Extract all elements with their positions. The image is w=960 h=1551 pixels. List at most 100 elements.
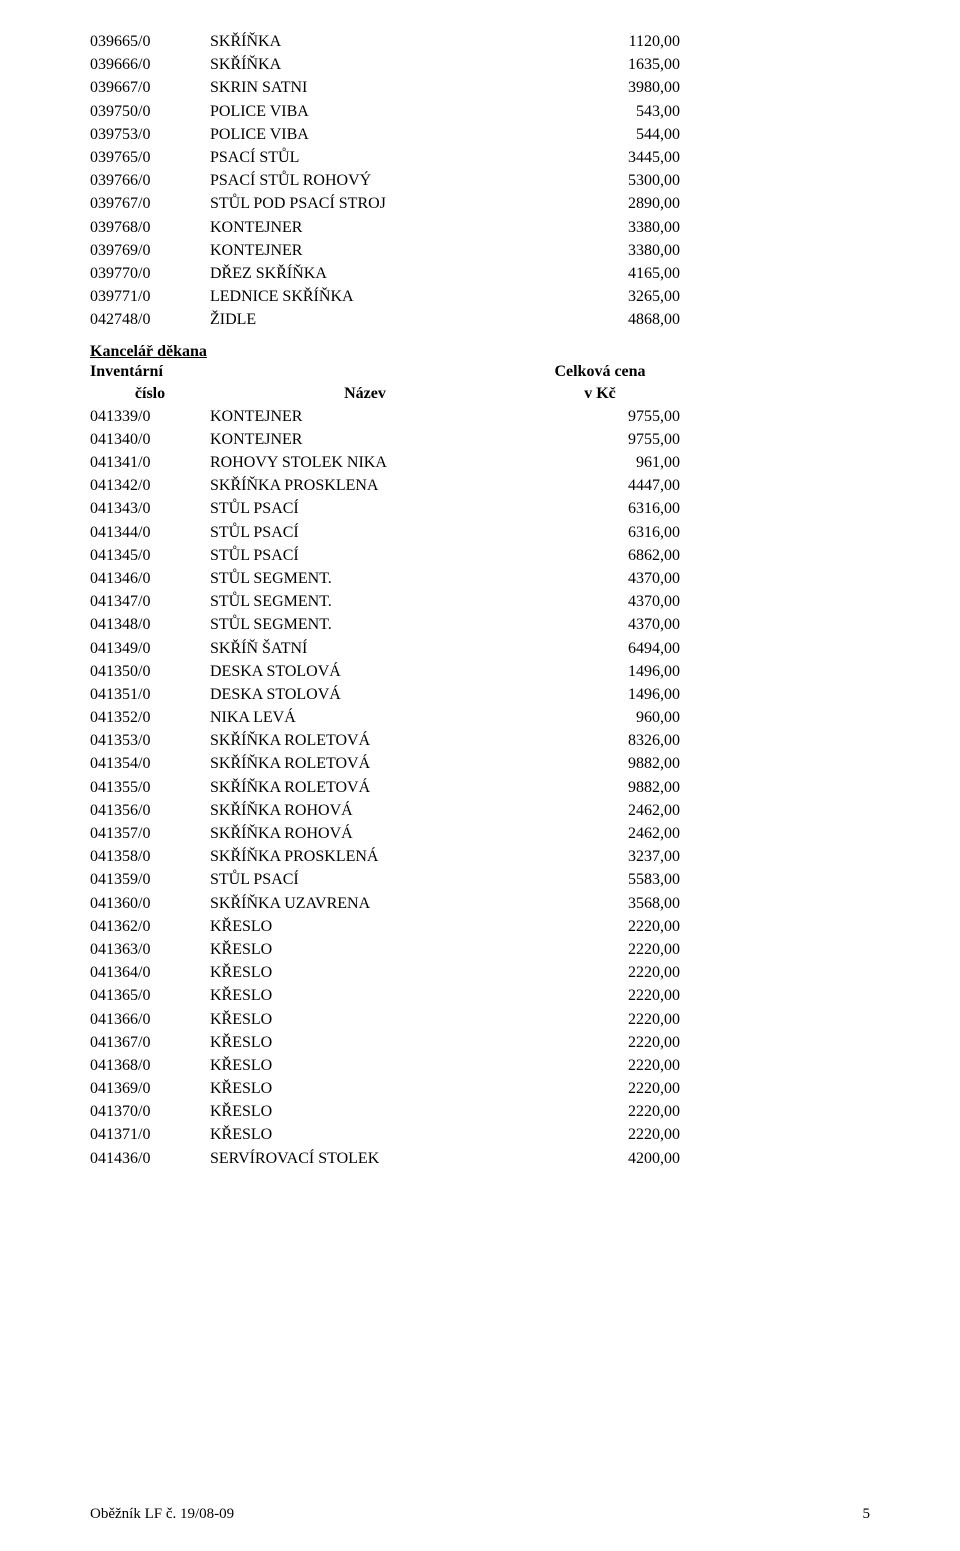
- cell-amount: 544,00: [520, 123, 680, 146]
- cell-inventory-id: 041340/0: [90, 428, 210, 451]
- cell-item-name: ROHOVY STOLEK NIKA: [210, 451, 520, 474]
- cell-item-name: KŘESLO: [210, 1123, 520, 1146]
- cell-amount: 2220,00: [520, 1123, 680, 1146]
- cell-item-name: KŘESLO: [210, 1054, 520, 1077]
- cell-amount: 9882,00: [520, 752, 680, 775]
- cell-item-name: KŘESLO: [210, 1008, 520, 1031]
- cell-item-name: KONTEJNER: [210, 428, 520, 451]
- table-row: 041355/0SKŘÍŇKA ROLETOVÁ9882,00: [90, 776, 870, 799]
- table-row: 039770/0DŘEZ SKŘÍŇKA4165,00: [90, 262, 870, 285]
- cell-inventory-id: 041369/0: [90, 1077, 210, 1100]
- cell-inventory-id: 041367/0: [90, 1031, 210, 1054]
- table-row: 041347/0STŮL SEGMENT.4370,00: [90, 590, 870, 613]
- cell-item-name: STŮL POD PSACÍ STROJ: [210, 192, 520, 215]
- cell-item-name: KŘESLO: [210, 961, 520, 984]
- cell-item-name: ŽIDLE: [210, 308, 520, 331]
- cell-inventory-id: 041355/0: [90, 776, 210, 799]
- cell-inventory-id: 041348/0: [90, 613, 210, 636]
- cell-amount: 2462,00: [520, 822, 680, 845]
- table-row: 041354/0SKŘÍŇKA ROLETOVÁ9882,00: [90, 752, 870, 775]
- cell-inventory-id: 041362/0: [90, 915, 210, 938]
- table-row: 041340/0KONTEJNER9755,00: [90, 428, 870, 451]
- cell-item-name: POLICE VIBA: [210, 123, 520, 146]
- cell-inventory-id: 039665/0: [90, 30, 210, 53]
- cell-amount: 2220,00: [520, 1031, 680, 1054]
- cell-inventory-id: 041339/0: [90, 405, 210, 428]
- header-right-line2: v Kč: [520, 383, 680, 405]
- table-row: 041368/0KŘESLO2220,00: [90, 1054, 870, 1077]
- table-row: 041363/0KŘESLO2220,00: [90, 938, 870, 961]
- header-left-line1: Inventární: [90, 361, 210, 383]
- table-row: 039750/0POLICE VIBA543,00: [90, 100, 870, 123]
- table-row: 041357/0SKŘÍŇKA ROHOVÁ2462,00: [90, 822, 870, 845]
- table-row: 041370/0KŘESLO2220,00: [90, 1100, 870, 1123]
- cell-inventory-id: 039666/0: [90, 53, 210, 76]
- footer-page-number: 5: [863, 1506, 871, 1523]
- table-row: 039771/0LEDNICE SKŘÍŇKA3265,00: [90, 285, 870, 308]
- cell-amount: 8326,00: [520, 729, 680, 752]
- table-row: 039766/0PSACÍ STŮL ROHOVÝ5300,00: [90, 169, 870, 192]
- table-row: 039768/0KONTEJNER3380,00: [90, 216, 870, 239]
- table-row: 039769/0KONTEJNER3380,00: [90, 239, 870, 262]
- cell-inventory-id: 041344/0: [90, 521, 210, 544]
- cell-amount: 3237,00: [520, 845, 680, 868]
- cell-inventory-id: 041358/0: [90, 845, 210, 868]
- cell-item-name: SKŘÍŇKA ROLETOVÁ: [210, 776, 520, 799]
- cell-item-name: DESKA STOLOVÁ: [210, 683, 520, 706]
- cell-amount: 960,00: [520, 706, 680, 729]
- cell-amount: 2220,00: [520, 961, 680, 984]
- cell-inventory-id: 041346/0: [90, 567, 210, 590]
- cell-amount: 3980,00: [520, 76, 680, 99]
- cell-inventory-id: 039750/0: [90, 100, 210, 123]
- table-row: 039767/0STŮL POD PSACÍ STROJ2890,00: [90, 192, 870, 215]
- cell-inventory-id: 039767/0: [90, 192, 210, 215]
- table-row: 041341/0ROHOVY STOLEK NIKA961,00: [90, 451, 870, 474]
- cell-amount: 3380,00: [520, 216, 680, 239]
- cell-item-name: DESKA STOLOVÁ: [210, 660, 520, 683]
- cell-amount: 3568,00: [520, 892, 680, 915]
- table-row: 039667/0SKRIN SATNI3980,00: [90, 76, 870, 99]
- cell-item-name: KŘESLO: [210, 1100, 520, 1123]
- cell-inventory-id: 041351/0: [90, 683, 210, 706]
- cell-item-name: KŘESLO: [210, 1077, 520, 1100]
- table-row: 041351/0DESKA STOLOVÁ1496,00: [90, 683, 870, 706]
- cell-amount: 9755,00: [520, 405, 680, 428]
- cell-amount: 3380,00: [520, 239, 680, 262]
- cell-amount: 2220,00: [520, 938, 680, 961]
- cell-item-name: SKŘÍŇKA ROLETOVÁ: [210, 729, 520, 752]
- cell-item-name: SKŘÍŇKA ROHOVÁ: [210, 822, 520, 845]
- table-row: 041360/0SKŘÍŇKA UZAVRENA3568,00: [90, 892, 870, 915]
- cell-inventory-id: 041359/0: [90, 868, 210, 891]
- cell-inventory-id: 039771/0: [90, 285, 210, 308]
- cell-item-name: KONTEJNER: [210, 405, 520, 428]
- cell-inventory-id: 041365/0: [90, 984, 210, 1007]
- table-row: 041345/0STŮL PSACÍ6862,00: [90, 544, 870, 567]
- cell-item-name: PSACÍ STŮL ROHOVÝ: [210, 169, 520, 192]
- cell-amount: 961,00: [520, 451, 680, 474]
- section-title: Kancelář děkana: [90, 343, 870, 361]
- header-right-line1: Celková cena: [520, 361, 680, 383]
- table-row: 041343/0STŮL PSACÍ6316,00: [90, 497, 870, 520]
- table-row: 041369/0KŘESLO2220,00: [90, 1077, 870, 1100]
- page: 039665/0SKŘÍŇKA1120,00039666/0SKŘÍŇKA163…: [0, 0, 960, 1551]
- cell-item-name: SKŘÍŇKA ROHOVÁ: [210, 799, 520, 822]
- cell-amount: 3265,00: [520, 285, 680, 308]
- table-row: 042748/0ŽIDLE4868,00: [90, 308, 870, 331]
- table-row: 041367/0KŘESLO2220,00: [90, 1031, 870, 1054]
- cell-item-name: SKRIN SATNI: [210, 76, 520, 99]
- cell-amount: 2890,00: [520, 192, 680, 215]
- cell-item-name: STŮL PSACÍ: [210, 868, 520, 891]
- cell-inventory-id: 041341/0: [90, 451, 210, 474]
- cell-amount: 5583,00: [520, 868, 680, 891]
- cell-amount: 1496,00: [520, 660, 680, 683]
- cell-item-name: SERVÍROVACÍ STOLEK: [210, 1147, 520, 1170]
- header-mid: Název: [210, 383, 520, 405]
- cell-amount: 4370,00: [520, 590, 680, 613]
- table-row: 041359/0STŮL PSACÍ5583,00: [90, 868, 870, 891]
- cell-inventory-id: 039667/0: [90, 76, 210, 99]
- table-row: 041342/0SKŘÍŇKA PROSKLENA4447,00: [90, 474, 870, 497]
- cell-item-name: SKŘÍŇKA UZAVRENA: [210, 892, 520, 915]
- table-row: 041371/0KŘESLO2220,00: [90, 1123, 870, 1146]
- cell-item-name: NIKA LEVÁ: [210, 706, 520, 729]
- cell-amount: 2220,00: [520, 1008, 680, 1031]
